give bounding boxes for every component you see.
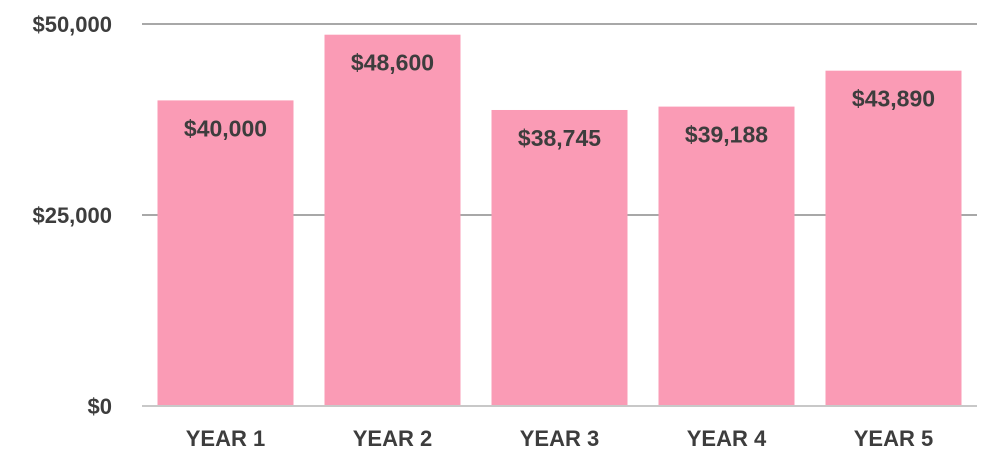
bars <box>157 34 962 407</box>
bar-5 <box>825 70 962 407</box>
x-tick-label: YEAR 2 <box>353 426 432 451</box>
bar-2 <box>324 34 461 407</box>
data-labels: $40,000 $48,600 $38,745 $39,188 $43,890 <box>184 50 935 151</box>
x-tick-label: YEAR 3 <box>520 426 599 451</box>
x-tick-label: YEAR 4 <box>687 426 767 451</box>
data-label: $43,890 <box>852 86 935 112</box>
bar-1 <box>157 100 294 407</box>
data-label: $38,745 <box>518 125 601 151</box>
y-tick-label: $0 <box>88 394 112 419</box>
data-label: $39,188 <box>685 122 768 148</box>
bar-4 <box>658 106 795 406</box>
y-tick-label: $25,000 <box>32 203 112 228</box>
data-label: $48,600 <box>351 50 434 76</box>
data-label: $40,000 <box>184 115 267 141</box>
y-axis-ticks: $0 $25,000 $50,000 <box>32 12 112 419</box>
bar-3 <box>491 109 628 407</box>
x-tick-label: YEAR 5 <box>854 426 933 451</box>
y-tick-label: $50,000 <box>32 12 112 37</box>
x-tick-label: YEAR 1 <box>186 426 265 451</box>
x-axis-ticks: YEAR 1 YEAR 2 YEAR 3 YEAR 4 YEAR 5 <box>186 426 933 451</box>
